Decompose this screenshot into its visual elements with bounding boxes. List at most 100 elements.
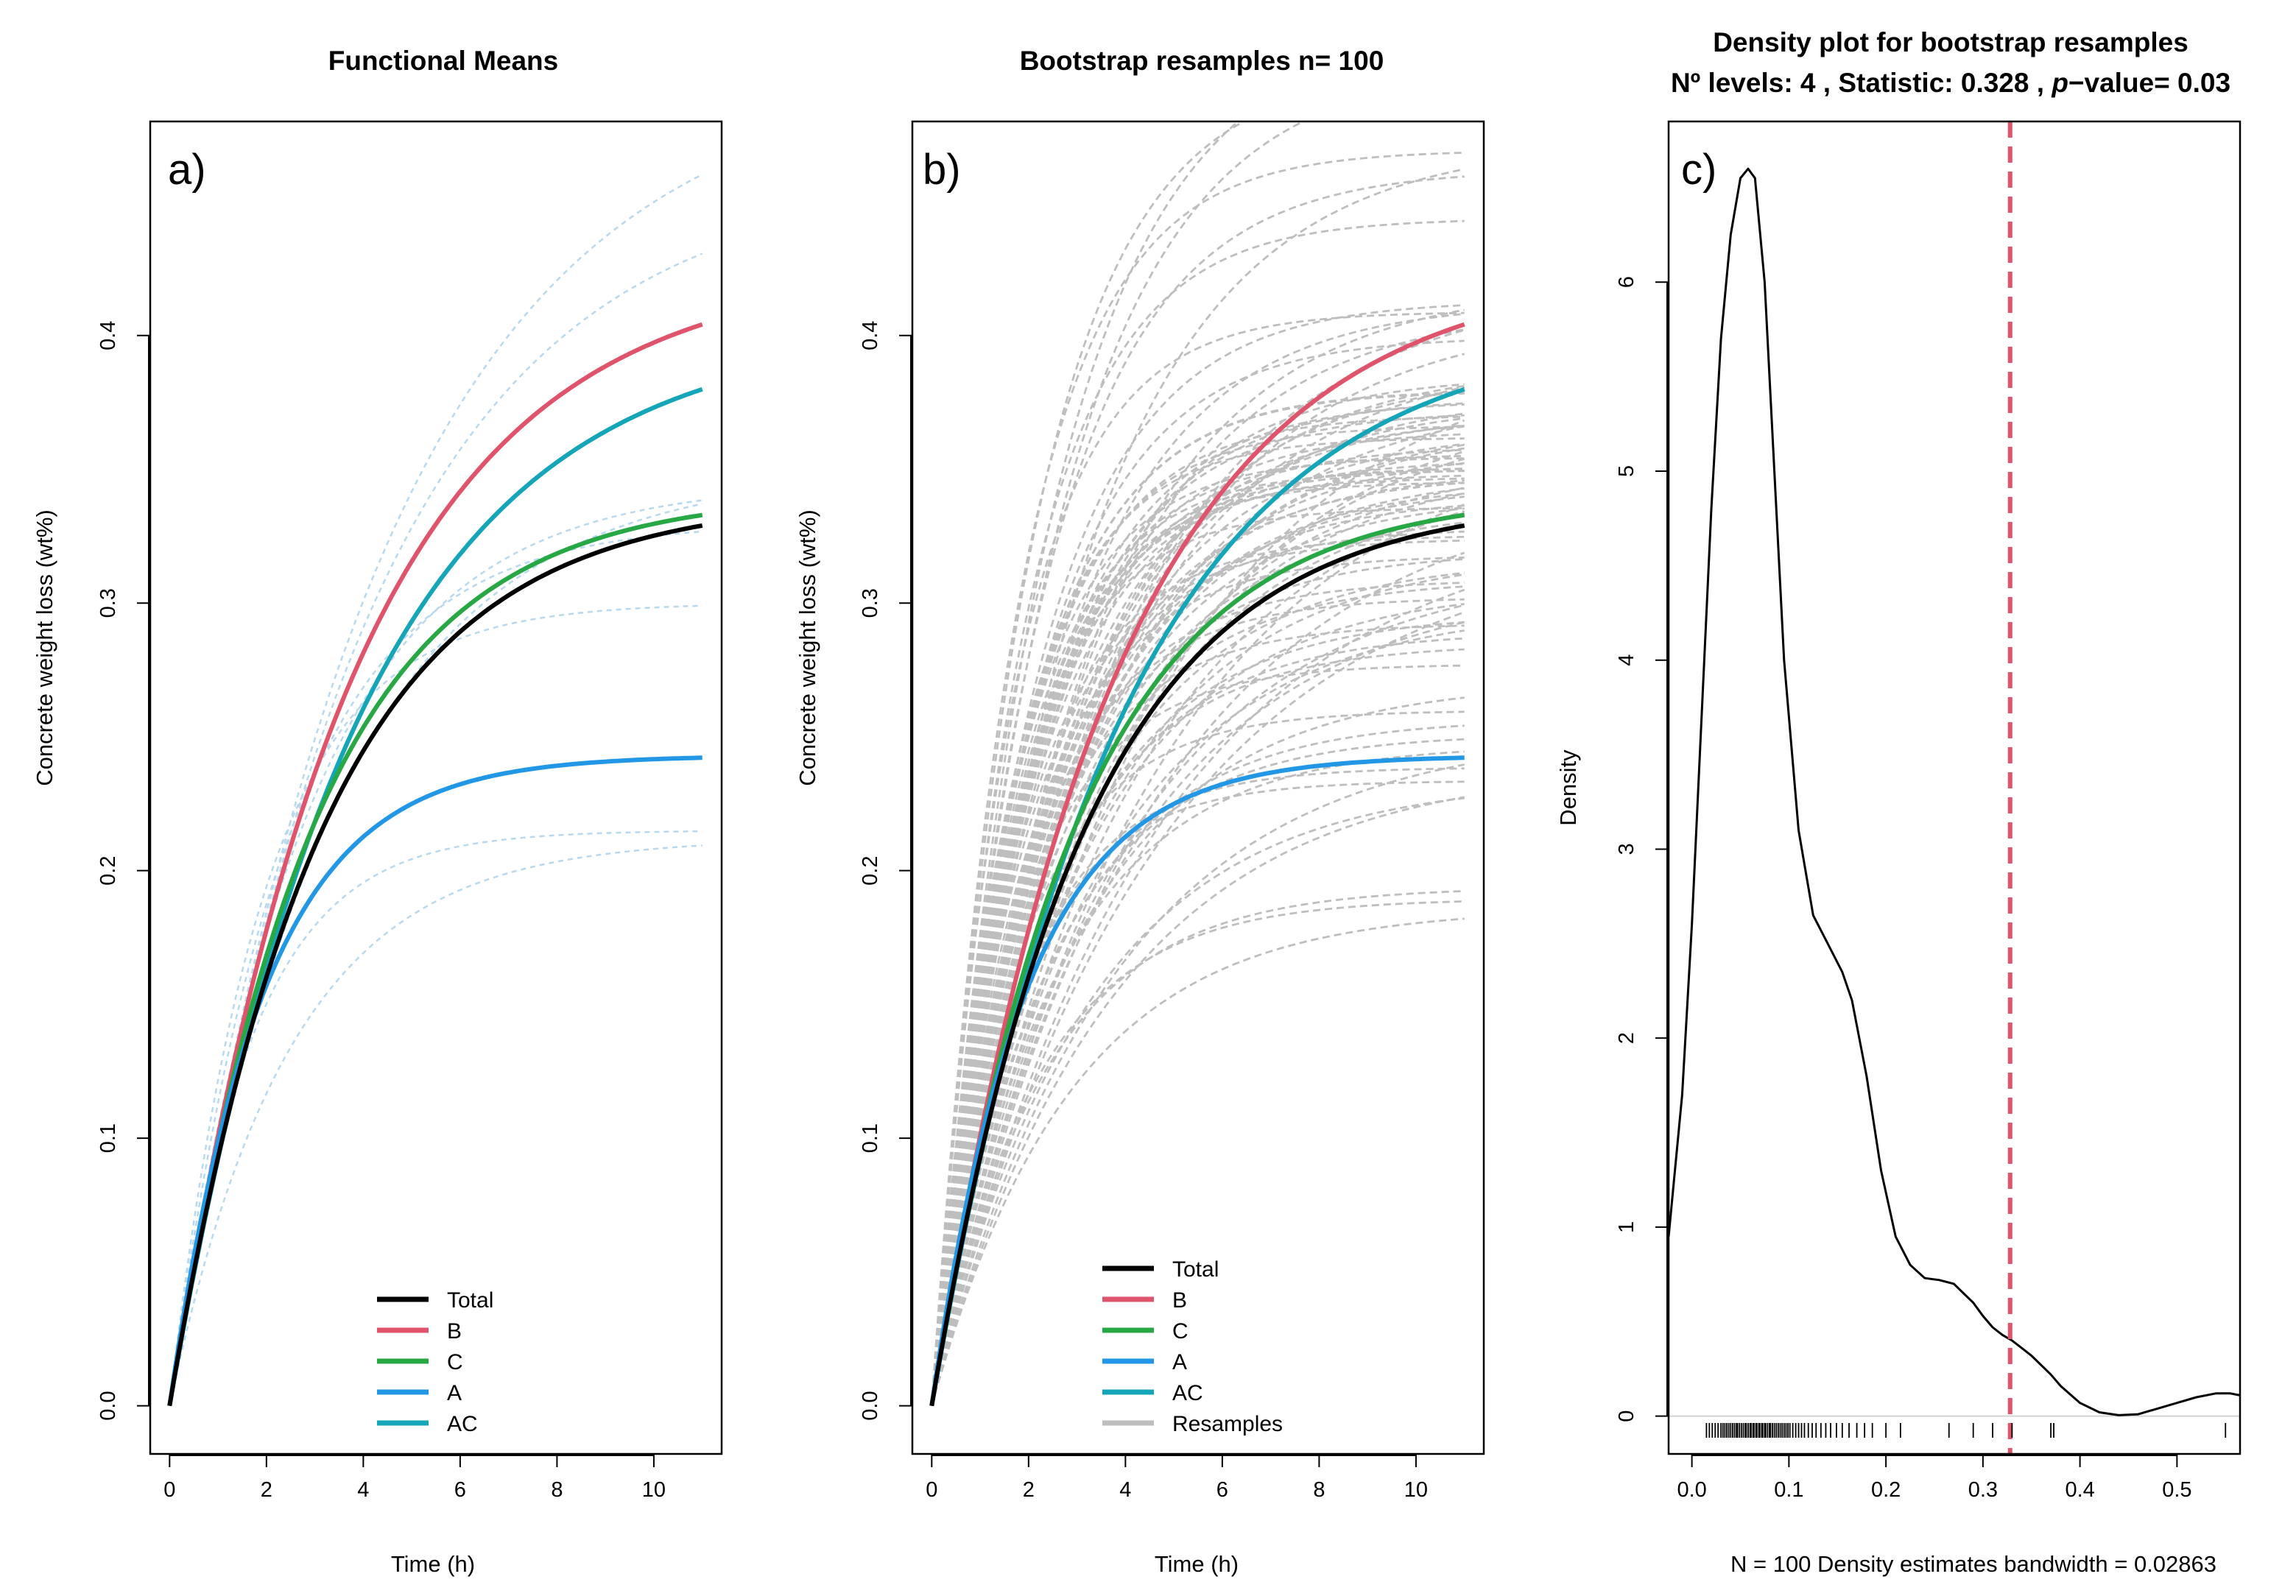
panel-c-y-tick-label: 0 <box>1615 1410 1638 1422</box>
resample-curve <box>930 219 1465 1406</box>
panel-b-y-tick-label: 0.1 <box>859 1123 882 1153</box>
panel-b-xlabel: Time (h) <box>1155 1551 1239 1577</box>
resample-curve <box>930 433 1465 1406</box>
resample-curve <box>930 479 1465 1406</box>
panel-a-x-tick-label: 10 <box>642 1478 666 1502</box>
panel-a-plot-frame <box>149 120 723 1455</box>
resample-curve <box>930 582 1465 1406</box>
panel-c-subtitle-tail: −value= 0.03 <box>2068 68 2230 98</box>
panel-a-ylabel: Concrete weight loss (wt%) <box>32 509 57 786</box>
resample-curve <box>930 890 1465 1406</box>
panel-c-x-tick-label: 0.5 <box>2162 1478 2191 1502</box>
resample-curve <box>930 470 1465 1406</box>
mean-curve-b <box>929 322 1465 1407</box>
resample-curve <box>930 696 1465 1406</box>
panel-a-legend: Total BCA AC <box>377 1288 493 1436</box>
panel-b-label: b) <box>923 146 961 194</box>
resample-curve <box>930 495 1465 1406</box>
panel-a-y-tick-label: 0.0 <box>96 1391 120 1420</box>
panel-b-axes: 0 2 4 6 8 10 0.0 0.1 0.2 0.3 0.4 <box>859 321 1428 1502</box>
panel-b-y-tick-label: 0.0 <box>859 1391 882 1420</box>
mean-curve-ac <box>167 386 703 1407</box>
legend-label-a: A <box>447 1381 462 1405</box>
panel-b-mean-curves <box>929 322 1465 1407</box>
individual-curve <box>169 530 702 1406</box>
panel-c-y-tick-label: 6 <box>1615 276 1638 288</box>
panel-a-axes: 0 2 4 6 8 10 0.0 0.1 0.2 0.3 0.4 <box>96 321 666 1502</box>
individual-curve <box>169 844 702 1406</box>
panel-c-x-tick-label: 0.2 <box>1871 1478 1901 1502</box>
mean-curve-a <box>167 755 702 1407</box>
resample-curve <box>930 604 1465 1406</box>
resample-curve <box>930 175 1465 1406</box>
resample-curve <box>930 539 1465 1406</box>
panel-a: Functional Means a) 0 2 4 6 8 100.00.10.20.30… <box>32 46 723 1577</box>
resample-curve <box>930 403 1465 1406</box>
resample-curve <box>930 621 1465 1406</box>
panel-c-y-tick-label: 3 <box>1615 843 1638 855</box>
panel-b-x-tick-label: 10 <box>1404 1478 1428 1502</box>
panel-c-y-tick-label: 5 <box>1615 465 1638 477</box>
panel-a-x-tick-label: 4 <box>357 1478 369 1502</box>
panel-a-x-tick-label: 6 <box>454 1478 466 1502</box>
individual-curve <box>169 499 702 1406</box>
resample-curve <box>930 384 1465 1406</box>
panel-c: Density plot for bootstrap resamples Nº … <box>1555 27 2242 1577</box>
panel-c-xlabel: N = 100 Density estimates bandwidth = 0.… <box>1730 1551 2216 1577</box>
mean-curve-total <box>929 523 1465 1407</box>
panel-a-y-tick-label: 0.1 <box>96 1123 120 1153</box>
panel-a-y-tick-label: 0.4 <box>96 321 120 350</box>
legend-label-resamples: Resamples <box>1172 1412 1283 1436</box>
individual-curve <box>169 604 702 1406</box>
panel-b-resample-curves <box>930 121 1465 1406</box>
resample-curve <box>930 152 1465 1406</box>
legend-label-c: C <box>1172 1319 1189 1343</box>
resample-curve <box>930 415 1465 1406</box>
resample-curve <box>930 917 1465 1406</box>
resample-curve <box>930 557 1465 1406</box>
legend-label-b: B <box>447 1319 462 1343</box>
panel-c-label: c) <box>1681 146 1716 194</box>
panel-c-y-tick-label: 1 <box>1615 1221 1638 1233</box>
individual-curve <box>169 503 702 1406</box>
resample-curve <box>930 462 1465 1406</box>
panel-b-x-tick-label: 2 <box>1023 1478 1035 1502</box>
legend-label-c: C <box>447 1350 463 1374</box>
resample-curve <box>930 312 1465 1406</box>
mean-curve-c <box>167 512 703 1407</box>
resample-curve <box>930 425 1465 1406</box>
panel-b-y-tick-label: 0.4 <box>859 321 882 350</box>
panel-c-plot-frame <box>1667 120 2242 1455</box>
resample-curve <box>930 573 1465 1406</box>
panel-c-density-curve <box>1667 167 2241 1416</box>
panel-a-xlabel: Time (h) <box>391 1551 475 1577</box>
resample-curve <box>930 797 1465 1406</box>
panel-b-y-tick-label: 0.2 <box>859 856 882 886</box>
mean-curve-c <box>929 512 1465 1407</box>
resample-curve <box>930 304 1465 1406</box>
panel-a-mean-curves <box>167 322 703 1407</box>
resample-curve <box>930 419 1465 1406</box>
panel-a-y-tick-label: 0.3 <box>96 588 120 618</box>
resample-curve <box>930 121 1246 1406</box>
legend-label-ac: AC <box>447 1412 478 1436</box>
panel-c-y-tick-label: 4 <box>1615 654 1638 666</box>
resample-curve <box>930 487 1465 1406</box>
resample-curve <box>930 763 1465 1406</box>
panel-c-y-tick-label: 2 <box>1615 1032 1638 1044</box>
mean-curve-b <box>167 322 703 1407</box>
individual-curve <box>169 253 703 1406</box>
panel-b-x-tick-label: 8 <box>1313 1478 1325 1502</box>
individual-curve <box>169 830 702 1406</box>
resample-curve <box>930 664 1465 1406</box>
panel-b-plot-frame <box>911 120 1485 1455</box>
legend-label-a: A <box>1172 1350 1187 1374</box>
panel-c-subtitle-p: p <box>2051 68 2068 98</box>
legend-label-b: B <box>1172 1288 1187 1313</box>
density-line <box>1667 167 2241 1416</box>
resample-curve <box>930 551 1465 1406</box>
resample-curve <box>930 121 1240 1406</box>
panel-b-x-tick-label: 0 <box>926 1478 937 1502</box>
panel-b-y-tick-label: 0.3 <box>859 588 882 618</box>
